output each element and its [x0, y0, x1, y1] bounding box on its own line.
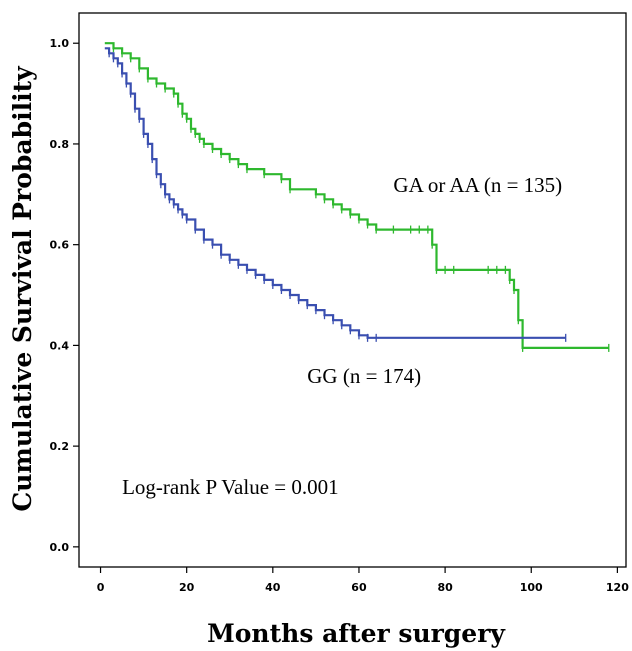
series-1: [104, 47, 567, 342]
ticks: 0 20 40 60 80 100 120 0.0 0.2 0.4 0.6 0.8 1.0: [50, 37, 630, 594]
y-tick-label: 0.0: [50, 541, 70, 554]
x-tick-label: 120: [606, 581, 629, 594]
y-tick-label: 0.4: [50, 339, 70, 352]
x-tick-label: 0: [97, 581, 105, 594]
x-tick-label: 40: [265, 581, 281, 594]
plot-frame: [78, 12, 627, 568]
y-tick-label: 1.0: [50, 37, 70, 50]
x-axis-title: Months after surgery: [207, 619, 506, 648]
annotation-1: GG (n = 174): [307, 364, 421, 388]
series: [104, 42, 610, 352]
y-tick-label: 0.6: [50, 239, 70, 252]
x-tick-label: 100: [520, 581, 543, 594]
axes: [78, 12, 627, 568]
y-tick-label: 0.2: [50, 440, 70, 453]
y-tick-label: 0.8: [50, 138, 70, 151]
y-axis-title: Cumulative Survival Probability: [8, 65, 37, 512]
annotation-0: GA or AA (n = 135): [393, 173, 562, 197]
x-tick-label: 20: [179, 581, 195, 594]
series-0: [104, 42, 610, 352]
x-tick-label: 80: [437, 581, 453, 594]
series-line-1: [104, 47, 566, 339]
annotation-2: Log-rank P Value = 0.001: [122, 475, 339, 499]
annotations: GA or AA (n = 135) GG (n = 174) Log-rank P…: [122, 173, 562, 499]
x-tick-label: 60: [351, 581, 367, 594]
